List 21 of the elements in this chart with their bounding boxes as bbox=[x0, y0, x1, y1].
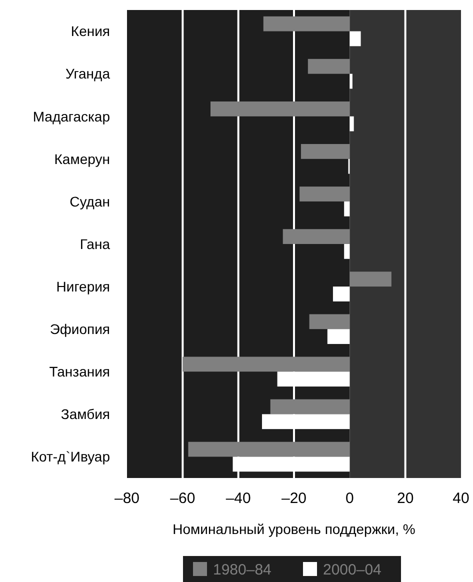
y-tick-label: Мадагаскар bbox=[32, 108, 110, 124]
x-axis-title: Номинальный уровень поддержки, % bbox=[172, 521, 416, 537]
x-tick-label: –20 bbox=[281, 490, 307, 507]
y-tick-label: Гана bbox=[80, 236, 110, 252]
x-tick-label: 20 bbox=[396, 490, 414, 507]
x-tick-label: –80 bbox=[114, 490, 140, 507]
y-tick-label: Замбия bbox=[60, 406, 110, 422]
y-tick-label: Нигерия bbox=[56, 278, 110, 294]
y-tick-label: Танзания bbox=[49, 364, 110, 380]
x-tick-label: –40 bbox=[226, 490, 251, 507]
x-tick-label: –60 bbox=[170, 490, 196, 507]
x-tick-label: 40 bbox=[452, 490, 470, 507]
legend-label: 1980–84 bbox=[213, 561, 272, 578]
y-tick-label: Эфиопия bbox=[50, 320, 110, 337]
y-tick-label: Уганда bbox=[65, 66, 110, 82]
y-tick-label: Камерун bbox=[54, 150, 110, 167]
legend-label: 2000–04 bbox=[323, 561, 382, 578]
y-tick-label: Кот-д`Ивуар bbox=[30, 448, 110, 465]
y-tick-label: Судан bbox=[70, 193, 110, 210]
x-tick-label: 0 bbox=[345, 490, 354, 507]
y-tick-label: Кения bbox=[70, 23, 110, 40]
